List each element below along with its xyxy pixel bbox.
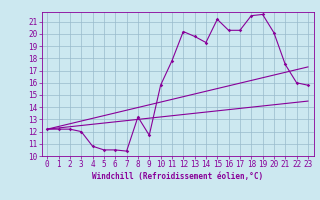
X-axis label: Windchill (Refroidissement éolien,°C): Windchill (Refroidissement éolien,°C) (92, 172, 263, 181)
